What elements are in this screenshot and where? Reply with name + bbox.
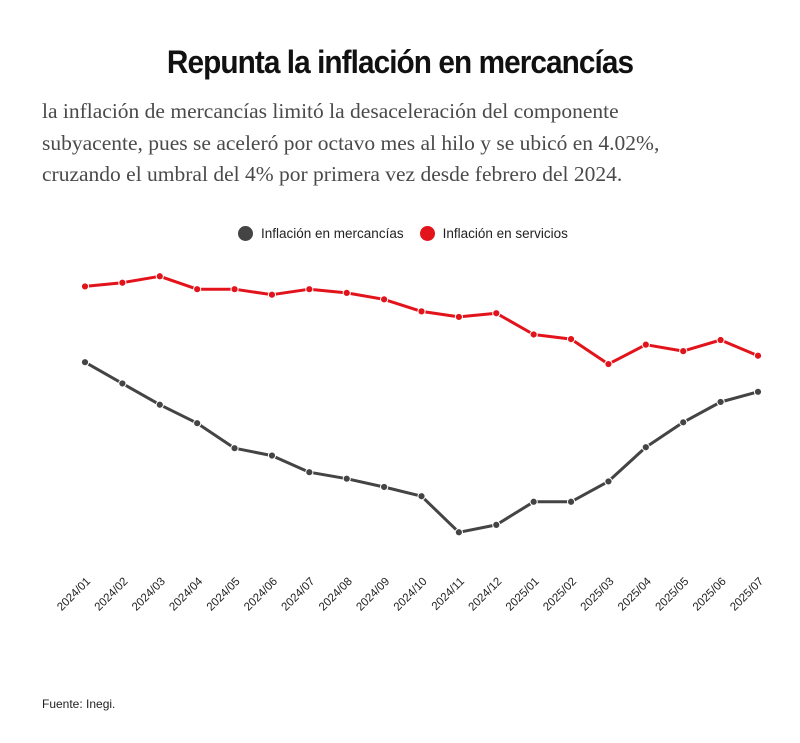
data-point[interactable] bbox=[679, 418, 688, 427]
series-line bbox=[84, 274, 759, 366]
data-point[interactable] bbox=[454, 528, 463, 537]
data-point[interactable] bbox=[118, 278, 127, 287]
data-point[interactable] bbox=[193, 285, 202, 294]
source-note: Fuente: Inegi. bbox=[42, 697, 116, 711]
legend-dot-icon bbox=[238, 226, 253, 241]
data-point[interactable] bbox=[604, 359, 613, 369]
data-point[interactable] bbox=[155, 400, 164, 409]
data-point[interactable] bbox=[604, 477, 613, 486]
data-point[interactable] bbox=[566, 335, 576, 344]
data-point[interactable] bbox=[305, 285, 314, 294]
data-point[interactable] bbox=[118, 379, 127, 388]
series-mercancias bbox=[80, 358, 763, 537]
data-point[interactable] bbox=[753, 387, 763, 396]
x-tick-label: 2025/02 bbox=[541, 576, 579, 614]
data-point[interactable] bbox=[454, 312, 463, 322]
data-point[interactable] bbox=[230, 285, 239, 294]
data-point[interactable] bbox=[193, 419, 202, 428]
x-tick-label: 2025/07 bbox=[728, 576, 766, 614]
series-line bbox=[84, 360, 759, 534]
x-tick-label: 2024/10 bbox=[392, 576, 430, 614]
legend-label: Inflación en servicios bbox=[442, 226, 568, 241]
legend-label: Inflación en mercancías bbox=[261, 226, 404, 241]
data-point[interactable] bbox=[641, 443, 650, 452]
chart-title: Repunta la inflación en mercancías bbox=[166, 44, 634, 80]
data-point[interactable] bbox=[305, 468, 314, 477]
x-tick-label: 2025/03 bbox=[579, 576, 617, 614]
data-point[interactable] bbox=[380, 295, 389, 304]
legend-item-servicios[interactable]: Inflación en servicios bbox=[419, 226, 568, 241]
x-tick-label: 2024/09 bbox=[354, 576, 392, 614]
series-servicios bbox=[80, 272, 763, 369]
data-point[interactable] bbox=[342, 288, 351, 297]
x-tick-label: 2024/12 bbox=[467, 576, 505, 614]
x-tick-label: 2024/08 bbox=[317, 576, 355, 614]
x-tick-label: 2025/05 bbox=[653, 576, 691, 614]
data-point[interactable] bbox=[155, 272, 164, 281]
legend-dot-icon bbox=[419, 226, 435, 241]
x-tick-label: 2024/02 bbox=[93, 576, 131, 614]
x-tick-label: 2024/04 bbox=[167, 575, 205, 613]
x-tick-label: 2024/06 bbox=[242, 576, 280, 614]
x-tick-label: 2024/03 bbox=[130, 576, 168, 614]
data-point[interactable] bbox=[679, 347, 688, 356]
data-point[interactable] bbox=[492, 520, 501, 529]
x-tick-label: 2025/06 bbox=[691, 576, 729, 614]
data-point[interactable] bbox=[80, 282, 90, 291]
data-point[interactable] bbox=[716, 335, 725, 345]
data-point[interactable] bbox=[230, 444, 239, 453]
data-point[interactable] bbox=[80, 358, 90, 367]
data-point[interactable] bbox=[641, 340, 650, 349]
data-point[interactable] bbox=[566, 497, 576, 506]
data-point[interactable] bbox=[417, 492, 426, 501]
data-point[interactable] bbox=[417, 307, 426, 316]
chart-subtitle: la inflación de mercancías limitó la des… bbox=[42, 99, 660, 186]
data-point[interactable] bbox=[267, 290, 277, 299]
data-point[interactable] bbox=[267, 451, 277, 460]
data-point[interactable] bbox=[529, 497, 538, 506]
legend: Inflación en mercancías Inflación en ser… bbox=[238, 226, 584, 241]
data-point[interactable] bbox=[342, 474, 351, 483]
data-point[interactable] bbox=[492, 309, 501, 318]
x-tick-label: 2024/07 bbox=[280, 576, 318, 614]
data-point[interactable] bbox=[753, 351, 763, 360]
x-axis: 2024/01 2024/02 2024/03 2024/04 2024/05 2024/… bbox=[55, 575, 766, 613]
x-tick-label: 2024/05 bbox=[205, 576, 243, 614]
x-tick-label: 2025/04 bbox=[616, 575, 654, 613]
data-point[interactable] bbox=[380, 482, 389, 492]
data-point[interactable] bbox=[716, 397, 725, 407]
x-tick-label: 2024/01 bbox=[55, 576, 93, 614]
x-tick-label: 2025/01 bbox=[504, 576, 542, 614]
legend-item-mercancias[interactable]: Inflación en mercancías bbox=[238, 226, 404, 241]
series-layer bbox=[80, 272, 763, 537]
data-point[interactable] bbox=[529, 330, 538, 339]
x-tick-label: 2024/11 bbox=[430, 576, 467, 613]
